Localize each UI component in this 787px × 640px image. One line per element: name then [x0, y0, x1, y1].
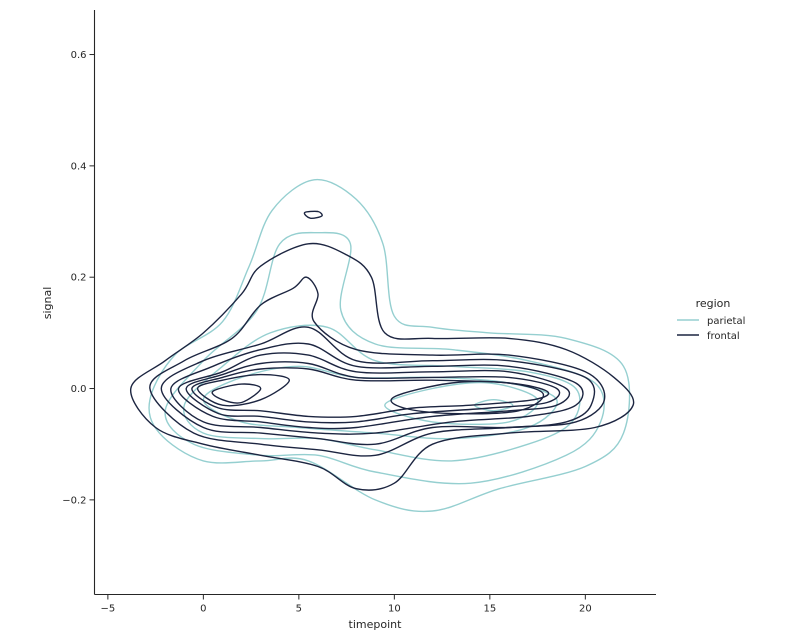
series-frontal — [130, 210, 635, 491]
frontal-contour-3 — [160, 326, 596, 446]
frontal-contour-9 — [211, 383, 262, 404]
x-tick-label: 15 — [483, 604, 496, 615]
x-tick-label: 0 — [200, 604, 206, 615]
x-axis-ticks: −5 0 5 10 15 20 — [100, 594, 592, 615]
series-parietal — [148, 178, 631, 513]
x-axis-label: timepoint — [349, 618, 403, 631]
legend-items: parietal frontal — [677, 316, 745, 342]
legend-title: region — [696, 297, 731, 310]
legend-label-parietal: parietal — [707, 316, 745, 327]
x-tick-label: 20 — [579, 604, 592, 615]
contour-layer — [130, 178, 635, 513]
frontal-contour-6 — [185, 361, 561, 424]
parietal-contour-6 — [473, 398, 514, 412]
frontal-contour-8 — [196, 373, 291, 407]
parietal-contour-4 — [202, 365, 558, 440]
parietal-contour-2 — [164, 231, 605, 485]
frontal-contour-11 — [303, 210, 323, 220]
frontal-contour-2 — [149, 276, 606, 457]
y-tick-label: 0.0 — [71, 384, 87, 395]
x-tick-label: 5 — [296, 604, 302, 615]
y-tick-label: −0.2 — [62, 495, 86, 506]
legend: region parietal frontal — [677, 297, 745, 342]
y-axis-ticks: −0.2 0.0 0.2 0.4 0.6 — [62, 50, 95, 506]
parietal-contour-1 — [148, 178, 631, 513]
y-tick-label: 0.4 — [71, 161, 87, 172]
frontal-contour-1 — [130, 242, 635, 491]
y-tick-label: 0.6 — [71, 50, 87, 61]
y-tick-label: 0.2 — [71, 273, 87, 284]
frontal-contour-5 — [177, 352, 571, 430]
y-axis-label: signal — [41, 287, 54, 320]
frontal-contour-4 — [170, 342, 584, 435]
parietal-contour-5 — [384, 381, 539, 426]
x-tick-label: −5 — [100, 604, 115, 615]
frontal-contour-7 — [191, 367, 550, 418]
legend-label-frontal: frontal — [707, 331, 740, 342]
frontal-contour-10 — [390, 380, 545, 415]
x-tick-label: 10 — [388, 604, 401, 615]
